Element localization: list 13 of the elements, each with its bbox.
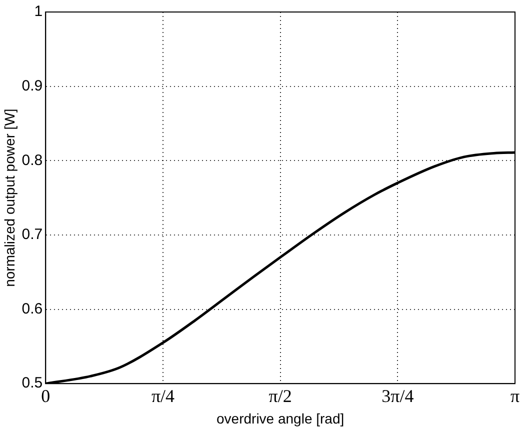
y-tick-label: 0.9 [22, 77, 43, 94]
x-axis-title: overdrive angle [rad] [216, 410, 344, 426]
y-tick-label: 0.8 [22, 152, 43, 169]
y-axis-title: normalized output power [W] [1, 108, 18, 287]
x-tick-label: 3π/4 [382, 386, 414, 406]
x-tick-label: π [510, 386, 520, 406]
x-tick-label: π/2 [268, 386, 292, 406]
x-tick-label: 0 [41, 386, 50, 406]
y-tick-label: 0.5 [22, 374, 43, 392]
y-tick-label: 0.6 [22, 300, 43, 318]
y-tick-label: 1 [34, 3, 43, 20]
x-tick-label: π/4 [151, 386, 175, 406]
y-tick-label: 0.7 [22, 226, 43, 244]
